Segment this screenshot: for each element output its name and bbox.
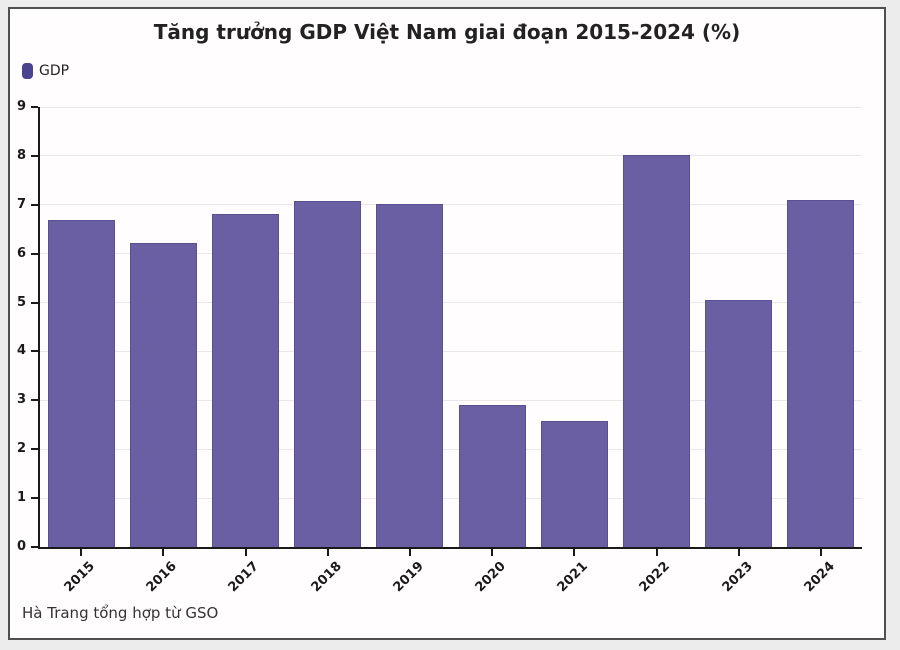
x-axis-tick: [573, 549, 576, 556]
x-axis-tick: [326, 549, 329, 556]
legend-label-gdp: GDP: [39, 63, 70, 79]
gridline: [40, 155, 862, 157]
x-axis-tick-label: 2020: [472, 559, 509, 596]
y-axis-tick: [31, 106, 38, 108]
gridline: [40, 350, 862, 352]
x-axis-tick-label: 2017: [225, 559, 263, 596]
gridline: [40, 204, 862, 206]
x-axis-tick: [80, 549, 83, 556]
y-axis-tick: [31, 350, 38, 353]
y-axis-tick: [31, 154, 38, 157]
gridline: [40, 302, 862, 304]
x-axis-tick: [491, 549, 494, 556]
gridline: [40, 399, 862, 401]
bar-2016: [129, 243, 197, 547]
x-axis-tick-label: 2015: [61, 559, 98, 596]
bar-2018: [294, 200, 362, 547]
bar-2023: [705, 300, 773, 547]
x-axis-tick: [244, 549, 247, 556]
y-axis-tick-label: 9: [16, 99, 26, 114]
chart-card: Tăng trưởng GDP Việt Nam giai đoạn 2015-…: [8, 7, 886, 640]
y-axis-tick: [31, 301, 38, 304]
x-axis-tick: [408, 549, 411, 556]
y-axis-tick-label: 6: [16, 245, 26, 261]
y-axis-tick-label: 7: [16, 196, 26, 212]
bar-2021: [540, 420, 608, 547]
chart-title: Tăng trưởng GDP Việt Nam giai đoạn 2015-…: [153, 20, 741, 44]
x-axis-tick: [162, 549, 165, 556]
gridline: [40, 448, 862, 450]
y-axis-tick-label: 5: [16, 294, 26, 310]
bar-2020: [458, 404, 526, 547]
bar-2022: [623, 154, 690, 547]
y-axis-tick: [31, 252, 38, 255]
y-axis-tick: [31, 203, 38, 206]
x-axis-tick: [737, 549, 740, 556]
y-axis-tick: [31, 448, 38, 451]
x-axis-tick: [819, 549, 822, 556]
x-axis-tick-label: 2021: [554, 559, 591, 596]
y-axis-tick-label: 4: [16, 343, 26, 359]
y-axis-tick-label: 8: [16, 147, 26, 163]
bar-2019: [376, 203, 444, 547]
x-axis-tick-label: 2019: [390, 559, 427, 596]
source-note: Hà Trang tổng hợp từ GSO: [22, 604, 219, 622]
x-axis-tick-label: 2024: [801, 559, 838, 596]
y-axis-tick: [31, 546, 38, 548]
gridline: [40, 497, 862, 499]
y-axis-tick-label: 1: [16, 490, 26, 506]
bar-2024: [787, 200, 855, 547]
x-axis-tick-label: 2018: [308, 559, 345, 596]
y-axis-tick: [31, 497, 38, 500]
y-axis-tick: [31, 399, 38, 402]
y-axis-tick-label: 3: [16, 392, 26, 408]
x-axis-tick-label: 2022: [636, 559, 674, 596]
x-axis-tick: [655, 549, 658, 556]
gridline: [40, 253, 862, 255]
y-axis-tick-label: 2: [16, 441, 26, 457]
plot-area: 0 1 2 3 4 5 6 7 8 9 2015 2016 2017 2018 2019 2020 2021 20…: [17, 100, 862, 595]
gridline: [40, 106, 862, 108]
x-axis-tick-label: 2016: [143, 559, 180, 596]
bar-2017: [212, 214, 279, 547]
bar-2015: [47, 220, 115, 547]
x-axis-tick-label: 2023: [719, 559, 756, 596]
legend: GDP: [22, 63, 69, 79]
legend-swatch-gdp: [22, 63, 33, 79]
y-axis-tick-label: 0: [16, 539, 26, 554]
